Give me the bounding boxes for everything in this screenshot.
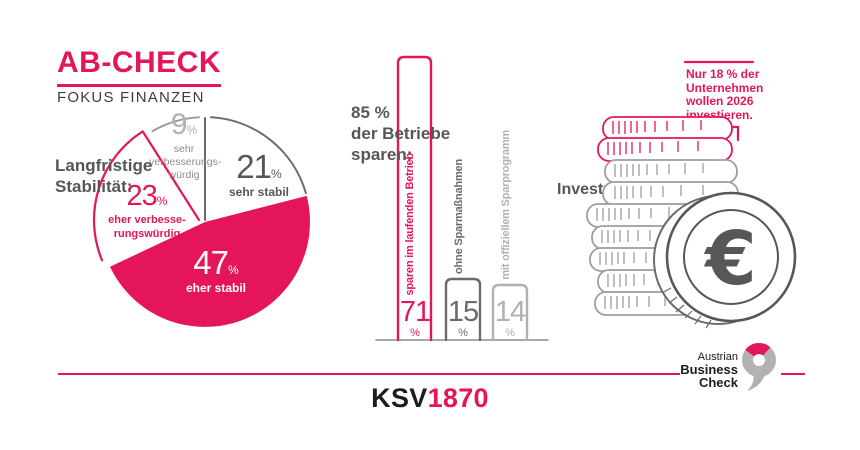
bar-14	[491, 283, 529, 342]
coin-gray-1	[604, 159, 738, 184]
pie-label-23: 23% eher verbesse- rungswürdig	[108, 180, 186, 240]
logo-pink-arc	[742, 343, 776, 377]
pie-label-21: 21% sehr stabil	[228, 148, 290, 199]
coin-pink-2	[597, 137, 733, 162]
pie-label-47: 47% eher stabil	[185, 244, 247, 295]
logo-tail	[747, 371, 766, 391]
austrian-business-check-label: Austrian Business Check	[680, 351, 738, 390]
speech-bubble-logo-icon	[740, 341, 780, 393]
pie-section-label: Langfristige Stabilität:	[55, 156, 153, 196]
bar-value-1: 71%	[399, 296, 431, 339]
footer-divider-right	[781, 373, 805, 375]
investments-callout: Nur 18 % der Unternehmen wollen 2026 inv…	[680, 55, 810, 150]
euro-coin-icon: €	[653, 191, 797, 329]
bar-71	[396, 55, 433, 342]
ksv1870-wordmark: KSV1870	[371, 383, 489, 413]
pie-slice-sehr-verbesserungswuerdig	[151, 116, 200, 133]
bar-value-3: 14%	[494, 296, 526, 339]
pie-slice-eher-stabil	[110, 195, 310, 327]
pie-slice-eher-verbesserungswuerdig	[92, 130, 201, 262]
euro-symbol: €	[703, 216, 757, 302]
coin-pink-1	[602, 116, 733, 141]
pie-chart: 9% sehr verbesserungs- würdig 21% sehr s…	[83, 98, 333, 348]
bar-label-3: mit offiziellem Sparprogramm	[500, 130, 512, 280]
bar-chart-intro: 85 % der Betriebe sparen:	[351, 103, 451, 164]
bar-label-1: sparen im laufenden Betrieb	[404, 153, 416, 296]
page-subtitle: FOKUS FINANZEN	[57, 89, 205, 106]
bar-15	[444, 277, 482, 342]
page-title: AB-CHECK	[57, 46, 221, 87]
pie-slice-sehr-stabil	[210, 116, 307, 195]
bar-chart-svg	[375, 55, 549, 342]
pie-label-9: 9% sehr verbesserungs- würdig	[149, 108, 222, 182]
bar-value-2: 15%	[447, 296, 479, 339]
bar-chart: 85 % der Betriebe sparen: sparen im lauf…	[350, 48, 560, 348]
bar-label-2: ohne Sparmaßnahmen	[453, 159, 465, 274]
callout-text: Nur 18 % der Unternehmen wollen 2026 inv…	[686, 67, 764, 122]
coin-stack-illustration: €	[580, 105, 820, 345]
footer-divider-left	[58, 373, 680, 375]
pie-chart-svg	[92, 116, 310, 327]
